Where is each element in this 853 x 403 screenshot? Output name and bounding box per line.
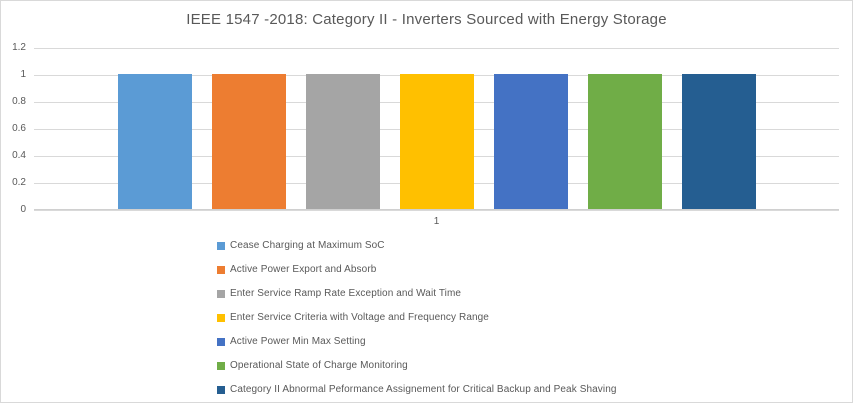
legend-item-5[interactable]: Active Power Min Max Setting: [217, 336, 366, 347]
legend-item-3[interactable]: Enter Service Ramp Rate Exception and Wa…: [217, 288, 461, 299]
y-tick-label-1.2: 1.2: [12, 42, 26, 53]
legend-label: Active Power Export and Absorb: [230, 264, 377, 275]
x-axis-line: [34, 209, 839, 210]
legend-swatch-icon: [217, 289, 225, 298]
y-tick-label-0.4: 0.4: [12, 150, 26, 161]
y-tick-label-0.8: 0.8: [12, 96, 26, 107]
legend-label: Active Power Min Max Setting: [230, 336, 366, 347]
gridline-y-0: [34, 210, 839, 211]
bar-series-3[interactable]: [305, 74, 380, 209]
legend-label: Cease Charging at Maximum SoC: [230, 240, 385, 251]
chart-title: IEEE 1547 -2018: Category II - Inverters…: [186, 11, 667, 28]
legend-swatch-icon: [217, 313, 225, 322]
legend-swatch-icon: [217, 241, 225, 250]
bar-series-5[interactable]: [493, 74, 568, 209]
legend-item-1[interactable]: Cease Charging at Maximum SoC: [217, 240, 385, 251]
legend-swatch-icon: [217, 337, 225, 346]
legend-swatch-icon: [217, 361, 225, 370]
legend-item-7[interactable]: Category II Abnormal Peformance Assignem…: [217, 384, 617, 395]
legend-item-6[interactable]: Operational State of Charge Monitoring: [217, 360, 408, 371]
plot-area: [34, 48, 839, 211]
y-tick-label-0.2: 0.2: [12, 177, 26, 188]
legend-label: Enter Service Ramp Rate Exception and Wa…: [230, 288, 462, 299]
legend-swatch-icon: [217, 265, 225, 274]
y-tick-label-0.6: 0.6: [12, 123, 26, 134]
legend-item-4[interactable]: Enter Service Criteria with Voltage and …: [217, 312, 489, 323]
y-tick-label-0: 0: [20, 204, 26, 215]
bar-series-2[interactable]: [211, 74, 286, 209]
x-axis-category-label: 1: [433, 216, 440, 227]
bar-series-7[interactable]: [681, 74, 756, 209]
legend-label: Category II Abnormal Peformance Assignem…: [230, 384, 617, 395]
bar-series-6[interactable]: [587, 74, 662, 209]
legend-item-2[interactable]: Active Power Export and Absorb: [217, 264, 376, 275]
legend-label: Enter Service Criteria with Voltage and …: [230, 312, 489, 323]
gridline-y-1.2: [34, 48, 839, 49]
bar-series-4[interactable]: [399, 74, 474, 209]
legend-swatch-icon: [217, 385, 225, 394]
bar-series-1[interactable]: [117, 74, 192, 209]
legend-label: Operational State of Charge Monitoring: [230, 360, 408, 371]
y-tick-label-1: 1: [20, 69, 26, 80]
